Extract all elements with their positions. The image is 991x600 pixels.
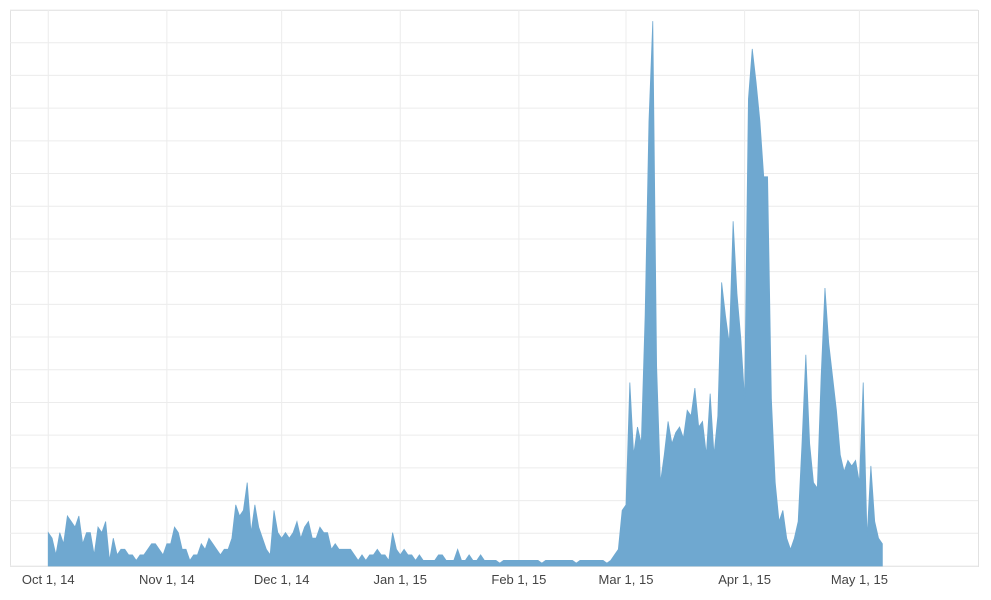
x-tick-label: Jan 1, 15 bbox=[374, 572, 428, 587]
x-tick-label: May 1, 15 bbox=[831, 572, 888, 587]
x-tick-label: Apr 1, 15 bbox=[718, 572, 771, 587]
grid bbox=[10, 9, 978, 567]
series-area-0 bbox=[47, 21, 883, 567]
x-tick-label: Nov 1, 14 bbox=[139, 572, 195, 587]
series-layer bbox=[47, 21, 883, 567]
x-tick-label: Feb 1, 15 bbox=[491, 572, 546, 587]
x-tick-label: Dec 1, 14 bbox=[254, 572, 310, 587]
x-tick-label: Oct 1, 14 bbox=[22, 572, 75, 587]
x-axis: Oct 1, 14 Nov 1, 14 Dec 1, 14 Jan 1, 15 Feb … bbox=[22, 572, 888, 587]
x-tick-label: Mar 1, 15 bbox=[599, 572, 654, 587]
